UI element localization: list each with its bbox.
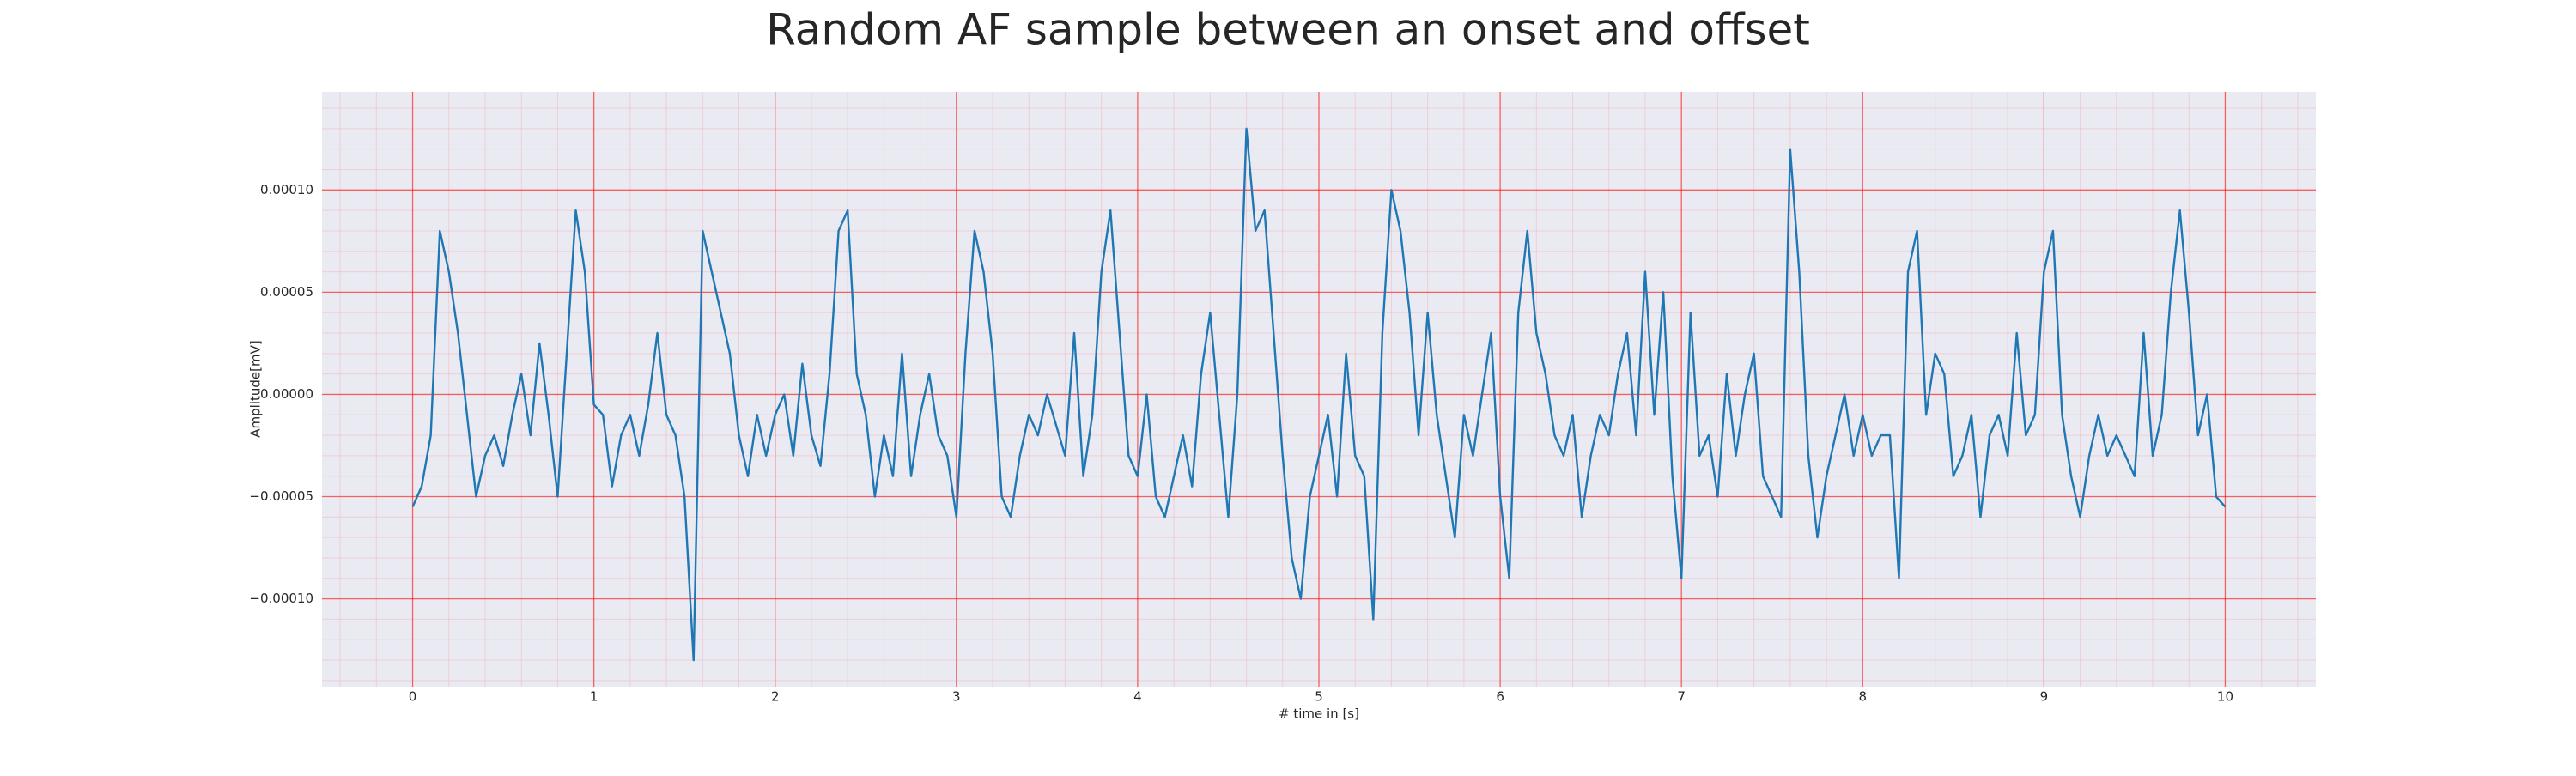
x-axis-label: # time in [s] [1279,706,1359,722]
x-tick-label: 6 [1496,689,1504,705]
x-tick-label: 7 [1677,689,1686,705]
y-axis-label: Amplitude[mV] [248,340,264,437]
data-line [411,127,2227,662]
x-tick-label: 5 [1315,689,1323,705]
x-tick-label: 2 [771,689,780,705]
x-tick-label: 1 [590,689,598,705]
y-tick-label: 0.00005 [260,284,313,300]
x-tick-label: 0 [409,689,417,705]
y-tick-label: 0.00000 [260,386,313,402]
x-tick-label: 4 [1133,689,1142,705]
y-tick-label: 0.00010 [260,182,313,197]
y-tick-label: −0.00005 [249,488,313,504]
x-tick-label: 3 [952,689,961,705]
chart-title: Random AF sample between an onset and of… [766,5,1810,55]
x-tick-label: 9 [2040,689,2049,705]
y-tick-label: −0.00010 [249,591,313,606]
x-tick-label: 8 [1858,689,1867,705]
x-tick-label: 10 [2217,689,2233,705]
